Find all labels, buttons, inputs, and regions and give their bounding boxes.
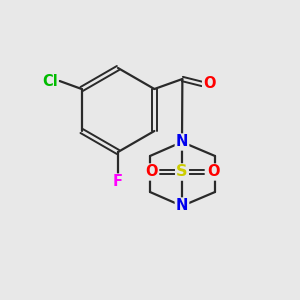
Text: Cl: Cl bbox=[42, 74, 58, 88]
Text: O: O bbox=[145, 164, 157, 179]
Text: S: S bbox=[176, 164, 188, 179]
Text: F: F bbox=[113, 175, 123, 190]
Text: O: O bbox=[203, 76, 216, 92]
Text: O: O bbox=[207, 164, 219, 179]
Text: N: N bbox=[176, 199, 188, 214]
Text: N: N bbox=[176, 134, 188, 149]
